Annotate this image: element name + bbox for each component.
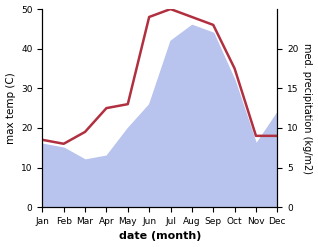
Y-axis label: max temp (C): max temp (C) xyxy=(5,72,16,144)
X-axis label: date (month): date (month) xyxy=(119,231,201,242)
Y-axis label: med. precipitation (kg/m2): med. precipitation (kg/m2) xyxy=(302,43,313,174)
